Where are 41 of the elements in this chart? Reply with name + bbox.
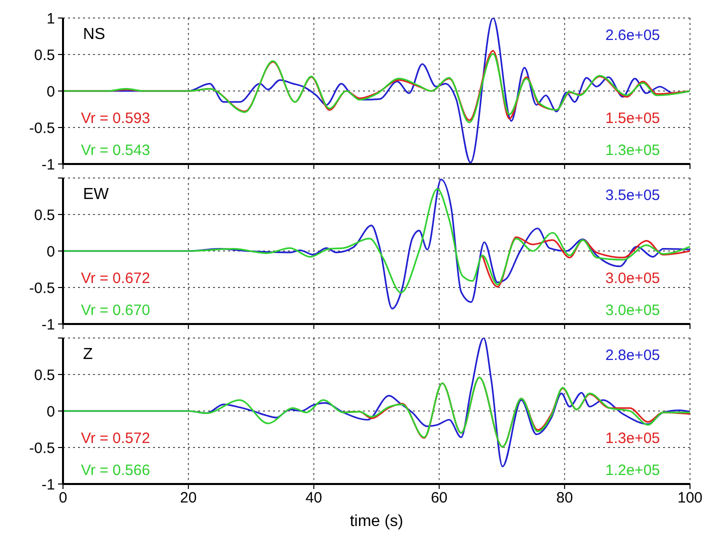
y-tick-label: 0.5 (34, 366, 55, 384)
text: EW (83, 186, 109, 204)
x-tick-label: 0 (58, 490, 68, 507)
y-tick-label: 0 (46, 243, 55, 260)
line-series (63, 188, 690, 294)
y-tick-label: 0.5 (34, 46, 55, 64)
annotation: Vr = 0.572 (81, 430, 150, 448)
annotation: 3.5e+05 (605, 187, 660, 205)
y-tick-label: -0.5 (29, 280, 55, 297)
y-tick-label: -1 (42, 316, 55, 334)
annotation: Vr = 0.593 (81, 110, 150, 128)
annotation: 1.3e+05 (605, 430, 660, 448)
x-tick-label: 40 (305, 490, 322, 507)
annotation: Vr = 0.566 (81, 462, 150, 480)
x-tick-label: 80 (556, 490, 573, 507)
annotation: 3.0e+05 (605, 270, 660, 288)
text: Z (83, 346, 93, 364)
line-series (482, 236, 690, 288)
annotation: 3.0e+05 (605, 302, 660, 320)
y-tick-label: 1 (46, 10, 55, 28)
annotation: Vr = 0.670 (81, 302, 150, 320)
line-series (63, 376, 690, 448)
text: NS (83, 26, 106, 44)
x-tick-label: 100 (677, 490, 703, 507)
y-tick-label: -0.5 (29, 120, 55, 137)
annotation: 2.6e+05 (605, 27, 660, 45)
y-tick-label: -1 (42, 476, 55, 494)
annotation: Vr = 0.672 (81, 270, 150, 288)
y-tick-label: 0.5 (34, 206, 55, 224)
y-tick-label: -1 (42, 156, 55, 174)
x-axis-title: time (s) (350, 513, 404, 530)
annotation: 1.3e+05 (605, 142, 660, 160)
annotation: Vr = 0.543 (81, 142, 150, 160)
annotation: 1.5e+05 (605, 110, 660, 128)
annotation: 2.8e+05 (605, 347, 660, 365)
x-tick-label: 20 (180, 490, 197, 507)
y-tick-label: 0 (46, 83, 55, 100)
y-tick-label: 0 (46, 403, 55, 420)
x-tick-label: 60 (430, 490, 448, 507)
y-tick-label: -0.5 (29, 440, 55, 457)
annotation: 1.2e+05 (605, 462, 660, 480)
